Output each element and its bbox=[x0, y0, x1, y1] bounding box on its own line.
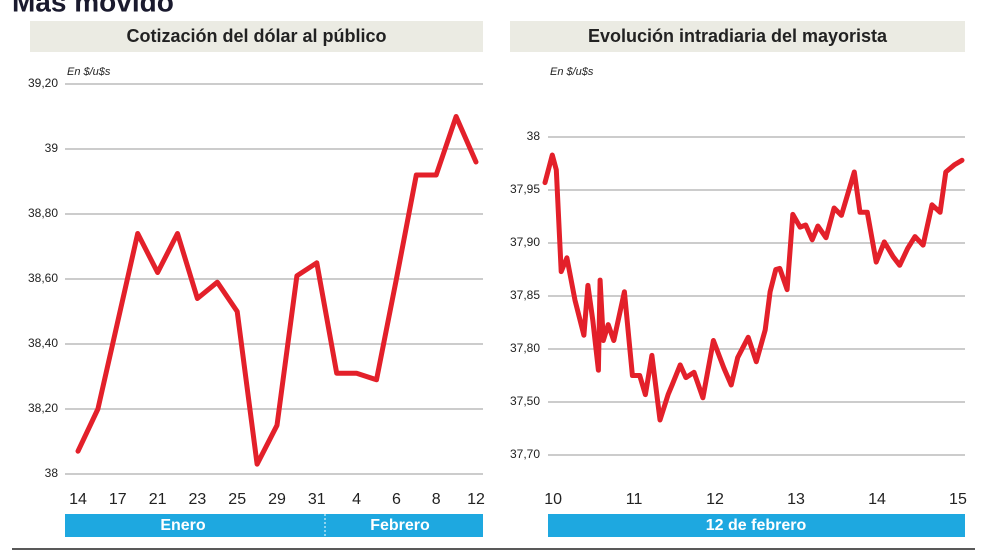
data-line bbox=[75, 114, 479, 467]
x-tick-label: 25 bbox=[228, 491, 246, 508]
x-tick-label: 10 bbox=[544, 491, 562, 508]
panel-header bbox=[30, 21, 483, 52]
x-tick-label: 6 bbox=[392, 491, 401, 508]
x-tick-label: 11 bbox=[626, 491, 643, 508]
chart-title: Evolución intradiaria del mayorista bbox=[588, 26, 888, 46]
band-label: 12 de febrero bbox=[706, 517, 807, 534]
x-tick-label: 4 bbox=[352, 491, 361, 508]
band-label: Enero bbox=[160, 517, 206, 534]
y-tick-label: 38 bbox=[527, 129, 541, 143]
x-tick-label: 29 bbox=[268, 491, 286, 508]
x-tick-label: 8 bbox=[432, 491, 441, 508]
x-tick-label: 21 bbox=[149, 491, 167, 508]
unit-label: En $/u$s bbox=[67, 66, 111, 78]
x-tick-label: 23 bbox=[189, 491, 207, 508]
y-tick-label: 37,95 bbox=[510, 182, 540, 196]
unit-label: En $/u$s bbox=[550, 66, 594, 78]
x-tick-label: 14 bbox=[868, 491, 886, 508]
y-tick-label: 37,50 bbox=[510, 394, 540, 408]
page-title: Más movido bbox=[12, 0, 174, 17]
data-line bbox=[542, 152, 965, 423]
panel-header bbox=[510, 21, 965, 52]
y-tick-label: 39,20 bbox=[28, 76, 58, 90]
x-tick-label: 31 bbox=[308, 491, 326, 508]
y-tick-label: 37,70 bbox=[510, 447, 540, 461]
band-label: Febrero bbox=[370, 517, 430, 534]
y-tick-label: 37,90 bbox=[510, 235, 540, 249]
y-tick-label: 39 bbox=[45, 141, 59, 155]
x-tick-label: 12 bbox=[467, 491, 485, 508]
period-band bbox=[65, 514, 483, 537]
x-tick-label: 13 bbox=[787, 491, 805, 508]
y-tick-label: 38,40 bbox=[28, 336, 58, 350]
y-tick-label: 37,85 bbox=[510, 288, 540, 302]
y-tick-label: 38 bbox=[45, 466, 59, 480]
y-tick-label: 38,80 bbox=[28, 206, 58, 220]
x-tick-label: 17 bbox=[109, 491, 127, 508]
y-tick-label: 38,20 bbox=[28, 401, 58, 415]
x-tick-label: 15 bbox=[949, 491, 967, 508]
y-tick-label: 37,80 bbox=[510, 341, 540, 355]
x-tick-label: 14 bbox=[69, 491, 87, 508]
x-tick-label: 12 bbox=[706, 491, 724, 508]
chart-title: Cotización del dólar al público bbox=[126, 26, 386, 46]
y-tick-label: 38,60 bbox=[28, 271, 58, 285]
period-band bbox=[548, 514, 965, 537]
